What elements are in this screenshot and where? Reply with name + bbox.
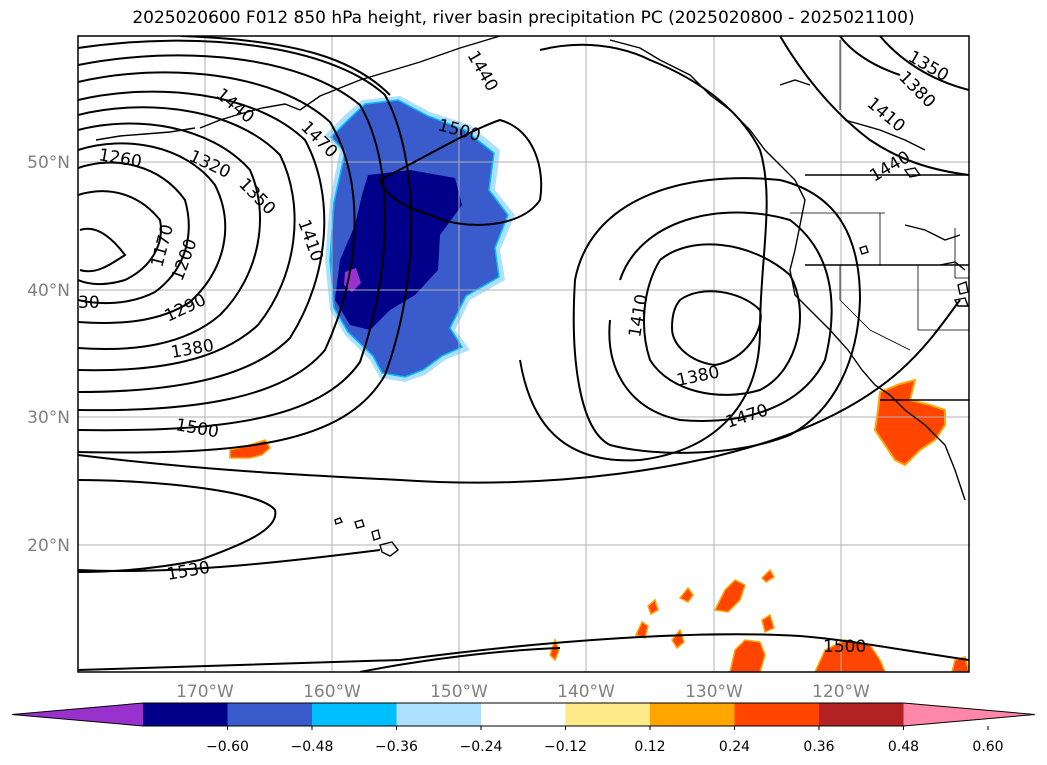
lon-tick-label: 160°W [303,682,361,702]
lat-tick-label: 50°N [27,153,70,173]
map-title: 2025020600 F012 850 hPa height, river ba… [132,8,915,28]
colorbar-outline [11,702,1036,727]
lon-tick-label: 130°W [685,682,743,702]
colorbar-tick-label: −0.12 [544,739,587,755]
contour-label: 1500 [823,637,866,657]
lat-tick-label: 40°N [27,281,70,301]
lat-tick-label: 30°N [27,408,70,428]
lon-tick-label: 150°W [430,682,488,702]
state-borders [790,40,969,351]
lon-axis: 170°W 160°W 150°W 140°W 130°W 120°W [176,682,870,702]
lon-tick-label: 170°W [176,682,234,702]
map-plot-area: 1260 1320 1350 1410 1440 1470 1440 1500 … [78,36,969,672]
colorbar-segment [481,703,566,726]
colorbar-segment [312,703,397,726]
negative-precip-region [325,96,515,382]
colorbar-tick-label: 0.24 [719,739,750,755]
colorbar-tick-label: 0.48 [888,739,919,755]
colorbar-segment [227,703,312,726]
colorbar-segment [396,703,481,726]
colorbar-tick-label: 0.12 [634,739,665,755]
colorbar-tick-label: −0.24 [460,739,503,755]
colorbar-segment [565,703,650,726]
lon-tick-label: 120°W [812,682,870,702]
colorbar-tick-label: −0.60 [206,739,249,755]
colorbar-tick-labels: −0.60 −0.48 −0.36 −0.24 −0.12 0.12 0.24 … [206,739,1004,755]
positive-precip-regions [229,378,969,672]
contour-label: 30 [78,293,100,313]
colorbar-extend-high [903,703,1035,726]
colorbar-tick-label: 0.36 [803,739,834,755]
lat-axis: 50°N 40°N 30°N 20°N [27,153,70,556]
colorbar-segment [734,703,819,726]
lat-tick-label: 20°N [27,536,70,556]
colorbar-tick-label: −0.36 [375,739,418,755]
map-frame [77,35,970,673]
colorbar [11,702,1036,730]
colorbar-segment [143,703,228,726]
coastlines [95,36,969,557]
colorbar-segment [650,703,735,726]
colorbar-tick-label: 0.60 [972,739,1003,755]
gridlines [78,36,969,672]
colorbar-tick-label: −0.48 [291,739,334,755]
colorbar-segment [819,703,904,726]
colorbar-extend-low [12,703,143,726]
lon-tick-label: 140°W [557,682,615,702]
height-contours [78,36,969,672]
